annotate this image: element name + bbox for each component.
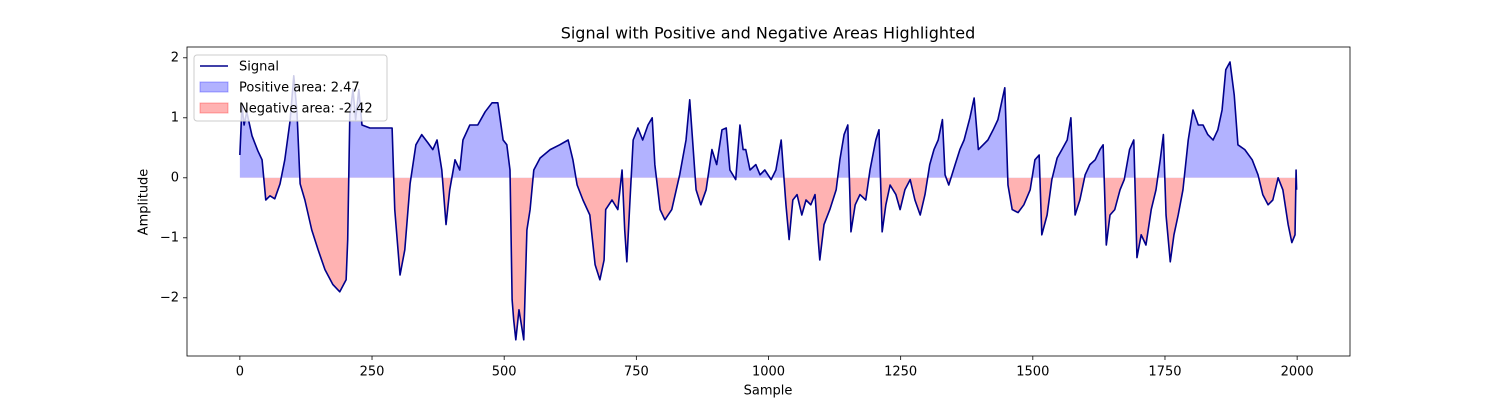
x-tick-label: 750 <box>624 365 649 380</box>
legend-label: Positive area: 2.47 <box>239 81 360 96</box>
y-axis-label: Amplitude <box>137 169 152 236</box>
x-tick-label: 1250 <box>884 365 917 380</box>
legend-patch <box>199 81 229 93</box>
y-tick-label: 2 <box>171 50 179 65</box>
legend-box <box>193 54 388 122</box>
legend-patch <box>199 102 229 114</box>
x-axis-label: Sample <box>744 384 793 399</box>
x-tick-label: 1750 <box>1148 365 1181 380</box>
y-tick-label: −2 <box>160 290 179 305</box>
chart-title: Signal with Positive and Negative Areas … <box>561 24 976 43</box>
x-tick-label: 500 <box>492 365 517 380</box>
area-fill <box>263 177 1297 340</box>
area-fill <box>239 62 1297 178</box>
x-tick-label: 2000 <box>1281 365 1314 380</box>
x-tick-label: 1500 <box>1016 365 1049 380</box>
x-tick-label: 1000 <box>752 365 785 380</box>
y-tick-label: 1 <box>171 110 179 125</box>
y-tick-label: 0 <box>171 170 179 185</box>
legend-label: Negative area: -2.42 <box>239 102 373 117</box>
signal-line <box>239 61 1298 341</box>
x-tick-label: 250 <box>360 365 385 380</box>
legend-label: Signal <box>239 60 279 75</box>
x-tick-label: 0 <box>236 365 244 380</box>
y-tick-label: −1 <box>160 230 179 245</box>
